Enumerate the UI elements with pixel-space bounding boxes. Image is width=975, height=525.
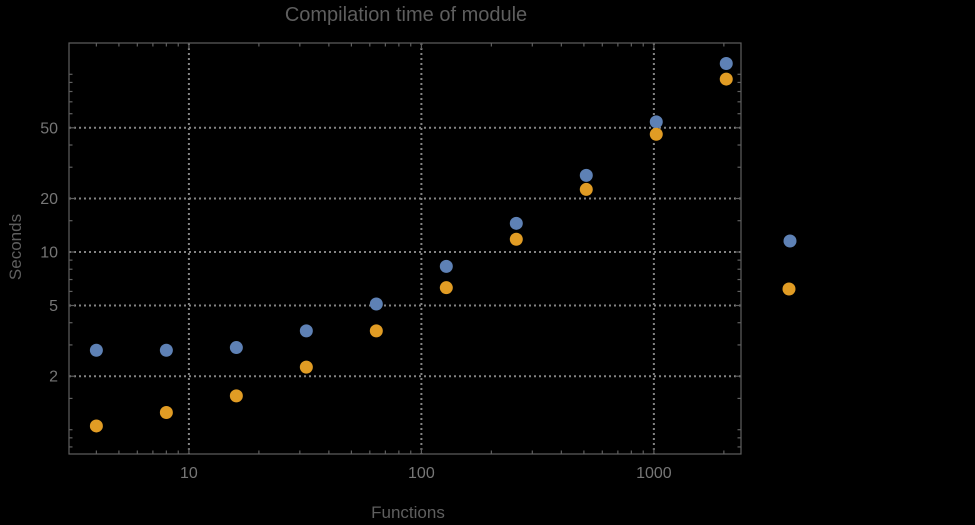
data-point-series-2 — [649, 127, 663, 141]
data-point-series-2 — [369, 324, 383, 338]
legend-marker-blue — [783, 234, 797, 248]
data-point-series-1 — [229, 341, 243, 355]
data-point-series-1 — [369, 297, 383, 311]
data-point-series-2 — [719, 72, 733, 86]
data-point-series-2 — [579, 182, 593, 196]
data-point-series-1 — [579, 168, 593, 182]
data-point-series-1 — [649, 115, 663, 129]
data-point-series-1 — [299, 324, 313, 338]
data-point-series-2 — [159, 405, 173, 419]
y-tick-label: 50 — [40, 120, 58, 137]
x-tick-label: 1000 — [636, 465, 672, 482]
x-tick-label: 10 — [180, 465, 198, 482]
data-point-series-1 — [439, 259, 453, 273]
y-tick-label: 20 — [40, 191, 58, 208]
data-point-series-2 — [229, 389, 243, 403]
chart-title: Compilation time of module — [284, 4, 528, 26]
x-axis-label: Functions — [371, 503, 445, 522]
y-tick-label: 2 — [49, 369, 58, 386]
data-point-series-1 — [159, 343, 173, 357]
data-point-series-1 — [509, 216, 523, 230]
data-point-series-1 — [89, 343, 103, 357]
x-tick-label: 100 — [408, 465, 435, 482]
data-point-series-2 — [509, 232, 523, 246]
y-tick-label: 5 — [49, 298, 58, 315]
data-point-series-1 — [719, 57, 733, 71]
plot-frame — [68, 42, 742, 455]
data-point-series-2 — [439, 281, 453, 295]
data-point-series-2 — [299, 360, 313, 374]
data-point-series-2 — [89, 419, 103, 433]
y-tick-label: 10 — [40, 245, 58, 262]
legend-marker-orange — [782, 282, 796, 296]
